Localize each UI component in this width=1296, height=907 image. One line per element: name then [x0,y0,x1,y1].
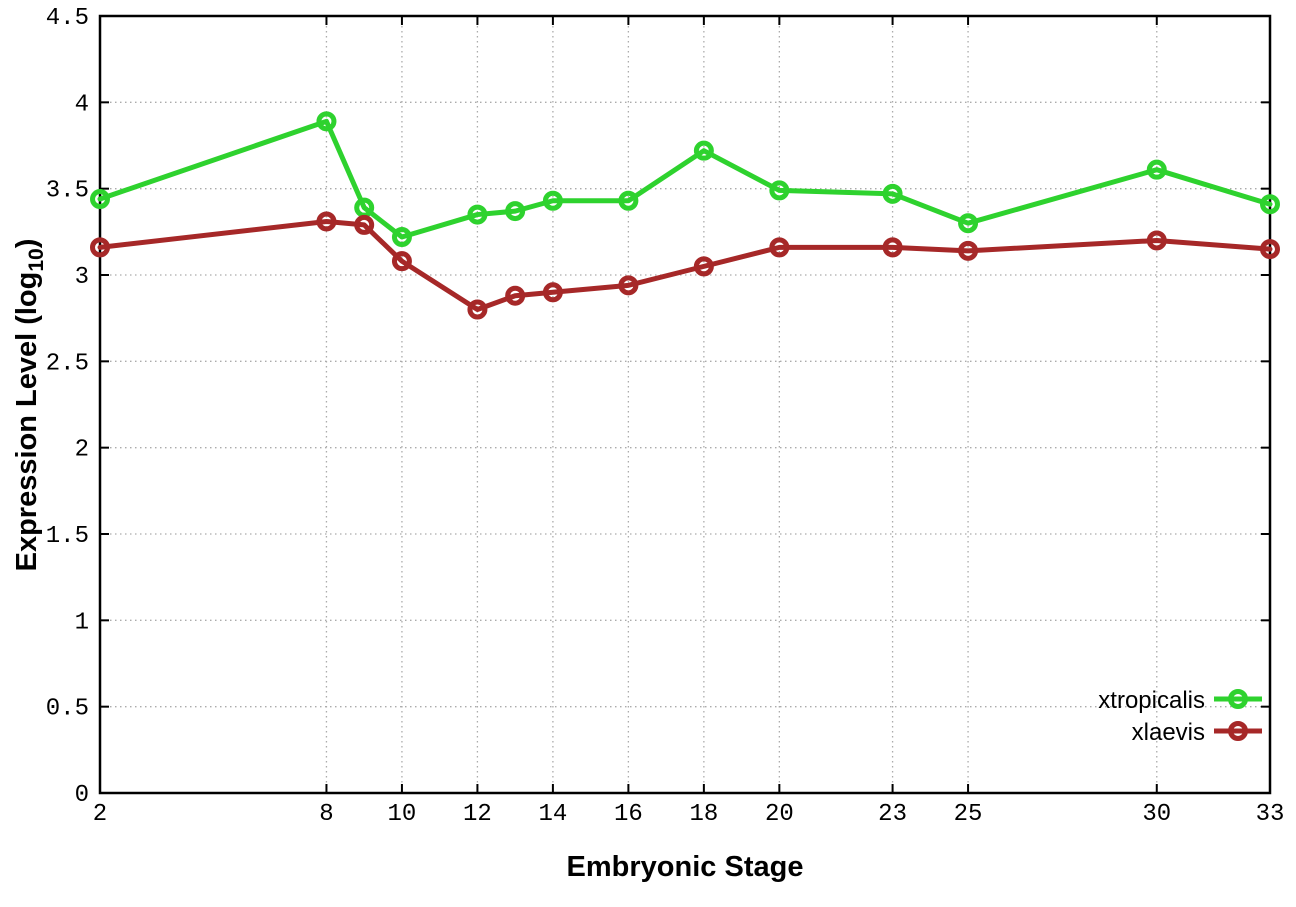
y-axis-title-close: ) [11,239,43,249]
y-tick-label: 1.5 [46,523,89,550]
y-tick-label: 4.5 [46,5,89,32]
data-point-xlaevis [769,237,790,258]
data-point-xlaevis [882,237,903,258]
y-tick-label: 4 [75,91,89,118]
y-axis-title: Expression Level (log10) [11,239,48,572]
legend: xtropicalis xlaevis [1098,687,1262,746]
x-tick-label: 14 [538,801,567,828]
plot-border [98,14,1272,795]
x-axis-title: Embryonic Stage [567,851,804,883]
data-point-xtropicalis [1146,159,1167,180]
data-point-xtropicalis [316,111,337,132]
data-point-xlaevis [505,285,526,306]
data-point-xlaevis [618,275,639,296]
legend-marker-xtropicalis [1214,689,1262,709]
data-point-xtropicalis [90,189,110,210]
data-point-xtropicalis [391,227,412,248]
tick-layer [99,15,1271,794]
data-point-xtropicalis [1260,194,1280,215]
x-tick-label: 30 [1142,801,1171,828]
y-axis-title-subscript: 10 [25,248,48,271]
series-line-xtropicalis [97,118,1273,240]
x-tick-label: 23 [878,801,907,828]
data-point-xlaevis [693,256,714,277]
x-tick-label: 33 [1256,801,1285,828]
legend-label-xlaevis: xlaevis [1132,719,1205,746]
y-tick-label: 2 [75,437,89,464]
x-tick-label: 20 [765,801,794,828]
tick-label-layer: 2 8 10 12 14 16 18 20 23 25 30 33 0 0.5 1 1.5 2 2.5 3 3.5 4 4… [46,5,1285,828]
data-point-xlaevis [90,237,110,258]
legend-entry-xlaevis: xlaevis [1132,719,1262,746]
series-layer [90,111,1280,320]
x-tick-label: 8 [319,801,333,828]
data-point-xtropicalis [618,190,639,211]
legend-entry-xtropicalis: xtropicalis [1098,687,1262,714]
plot-border-rect [98,14,1272,795]
data-point-xlaevis [958,240,979,261]
y-tick-label: 0.5 [46,696,89,723]
legend-label-xtropicalis: xtropicalis [1098,687,1205,714]
data-point-xtropicalis [505,201,526,222]
x-tick-label: 10 [388,801,417,828]
data-point-xtropicalis [467,204,488,225]
data-point-xlaevis [354,214,375,235]
x-tick-label: 16 [614,801,643,828]
y-tick-label: 2.5 [46,350,89,377]
grid-layer [100,16,1270,793]
data-point-xlaevis [316,211,337,232]
x-tick-label: 18 [689,801,718,828]
legend-point-sample-icon [1228,721,1248,741]
data-point-xlaevis [1146,230,1167,251]
data-point-xtropicalis [958,213,979,234]
data-point-xtropicalis [542,190,563,211]
data-point-xlaevis [467,299,488,320]
y-tick-label: 1 [75,609,89,636]
x-tick-label: 25 [954,801,983,828]
data-point-xtropicalis [693,140,714,161]
series-line-xlaevis [97,218,1273,313]
x-tick-label: 2 [93,801,107,828]
legend-point-sample-icon [1228,689,1248,709]
y-tick-label: 3.5 [46,178,89,205]
x-tick-label: 12 [463,801,492,828]
legend-marker-xlaevis [1214,721,1262,741]
y-tick-label: 3 [75,264,89,291]
data-point-xlaevis [542,282,563,303]
data-point-xlaevis [1260,239,1280,260]
data-point-xtropicalis [769,180,790,201]
y-tick-label: 0 [75,782,89,809]
y-axis-title-main: Expression Level (log [11,272,43,572]
data-point-xlaevis [391,251,412,272]
data-point-xtropicalis [882,183,903,204]
